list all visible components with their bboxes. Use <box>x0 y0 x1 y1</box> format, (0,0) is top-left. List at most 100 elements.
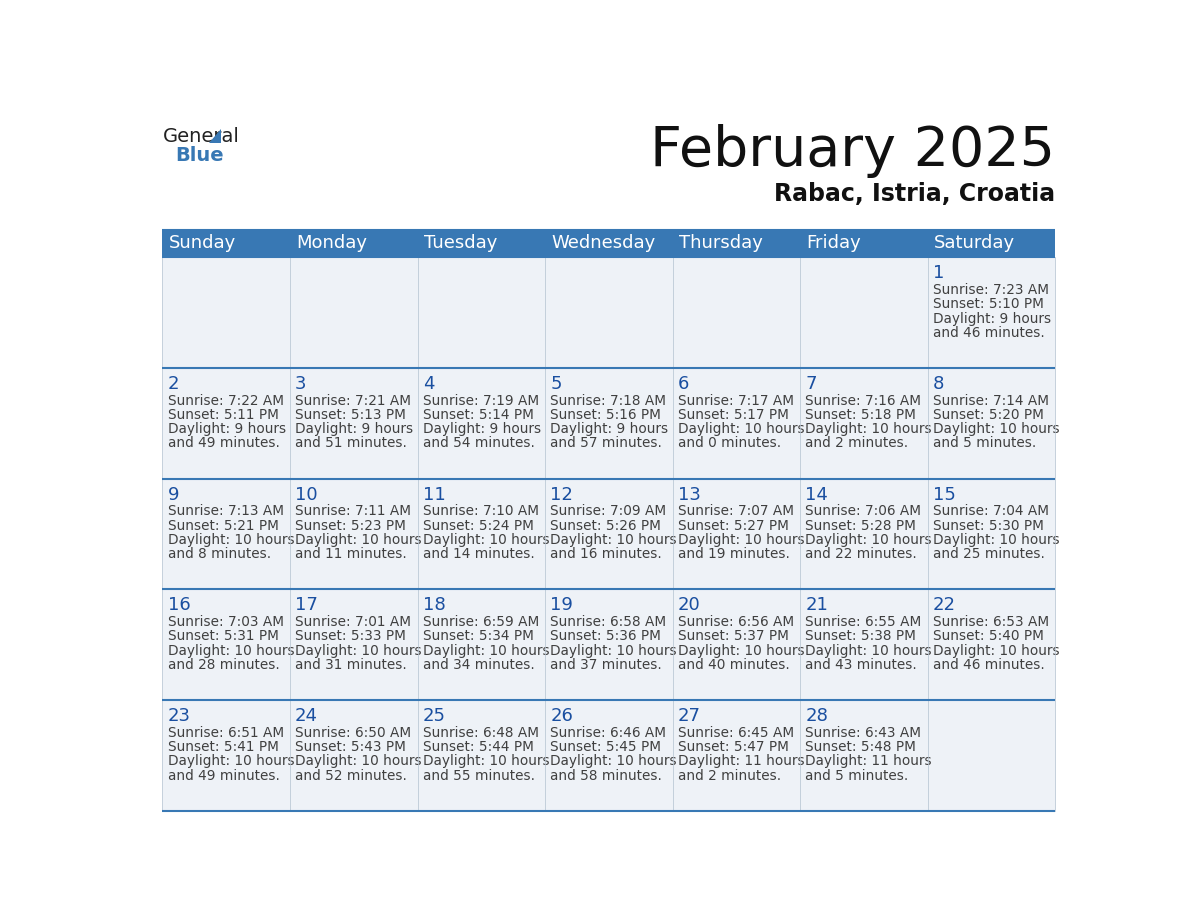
Text: Sunrise: 6:48 AM: Sunrise: 6:48 AM <box>423 726 538 740</box>
Text: Daylight: 10 hours: Daylight: 10 hours <box>168 533 295 547</box>
Text: 22: 22 <box>933 597 956 614</box>
Bar <box>417 589 545 700</box>
Text: Sunset: 5:27 PM: Sunset: 5:27 PM <box>677 519 789 532</box>
Text: 9: 9 <box>168 486 179 504</box>
Text: 19: 19 <box>550 597 573 614</box>
Text: Sunset: 5:10 PM: Sunset: 5:10 PM <box>933 297 1044 311</box>
Text: 20: 20 <box>677 597 701 614</box>
Bar <box>290 230 417 257</box>
Text: Daylight: 10 hours: Daylight: 10 hours <box>168 755 295 768</box>
Text: 11: 11 <box>423 486 446 504</box>
Text: Daylight: 11 hours: Daylight: 11 hours <box>805 755 931 768</box>
Text: and 0 minutes.: and 0 minutes. <box>677 436 781 451</box>
Text: Daylight: 10 hours: Daylight: 10 hours <box>423 755 549 768</box>
Text: Daylight: 10 hours: Daylight: 10 hours <box>933 644 1060 657</box>
Text: Sunset: 5:40 PM: Sunset: 5:40 PM <box>933 630 1044 644</box>
Text: 18: 18 <box>423 597 446 614</box>
Text: and 46 minutes.: and 46 minutes. <box>933 658 1044 672</box>
Bar <box>801 700 928 811</box>
Text: Daylight: 10 hours: Daylight: 10 hours <box>550 755 677 768</box>
Text: 23: 23 <box>168 707 190 725</box>
Text: Sunday: Sunday <box>169 234 236 252</box>
Bar <box>290 257 417 368</box>
Text: Blue: Blue <box>176 146 225 165</box>
Text: 28: 28 <box>805 707 828 725</box>
Text: 16: 16 <box>168 597 190 614</box>
Bar <box>928 257 1055 368</box>
Text: Daylight: 10 hours: Daylight: 10 hours <box>677 644 804 657</box>
Bar <box>545 368 672 478</box>
Text: Sunset: 5:38 PM: Sunset: 5:38 PM <box>805 630 916 644</box>
Text: Sunrise: 6:56 AM: Sunrise: 6:56 AM <box>677 615 794 629</box>
Bar <box>672 478 801 589</box>
Text: Sunset: 5:47 PM: Sunset: 5:47 PM <box>677 740 789 755</box>
Text: Wednesday: Wednesday <box>551 234 656 252</box>
Bar <box>290 589 417 700</box>
Text: and 43 minutes.: and 43 minutes. <box>805 658 917 672</box>
Text: Sunset: 5:26 PM: Sunset: 5:26 PM <box>550 519 661 532</box>
Text: 8: 8 <box>933 375 944 393</box>
Bar <box>163 230 290 257</box>
Text: Sunrise: 6:43 AM: Sunrise: 6:43 AM <box>805 726 921 740</box>
Text: Sunrise: 6:53 AM: Sunrise: 6:53 AM <box>933 615 1049 629</box>
Text: Daylight: 10 hours: Daylight: 10 hours <box>677 533 804 547</box>
Text: and 51 minutes.: and 51 minutes. <box>295 436 407 451</box>
Text: and 19 minutes.: and 19 minutes. <box>677 547 790 561</box>
Text: Daylight: 10 hours: Daylight: 10 hours <box>933 422 1060 436</box>
Text: Sunrise: 7:09 AM: Sunrise: 7:09 AM <box>550 505 666 519</box>
Text: Daylight: 10 hours: Daylight: 10 hours <box>550 533 677 547</box>
Text: Sunset: 5:13 PM: Sunset: 5:13 PM <box>295 408 406 422</box>
Bar <box>672 230 801 257</box>
Text: 5: 5 <box>550 375 562 393</box>
Bar <box>290 368 417 478</box>
Text: Daylight: 10 hours: Daylight: 10 hours <box>933 533 1060 547</box>
Text: Daylight: 10 hours: Daylight: 10 hours <box>295 533 422 547</box>
Text: Sunset: 5:45 PM: Sunset: 5:45 PM <box>550 740 662 755</box>
Text: General: General <box>163 127 239 146</box>
Text: Sunrise: 7:17 AM: Sunrise: 7:17 AM <box>677 394 794 408</box>
Text: Sunrise: 6:58 AM: Sunrise: 6:58 AM <box>550 615 666 629</box>
Text: 24: 24 <box>295 707 318 725</box>
Bar <box>672 700 801 811</box>
Text: 14: 14 <box>805 486 828 504</box>
Text: Daylight: 10 hours: Daylight: 10 hours <box>550 644 677 657</box>
Text: Sunset: 5:14 PM: Sunset: 5:14 PM <box>423 408 533 422</box>
Text: Sunset: 5:37 PM: Sunset: 5:37 PM <box>677 630 789 644</box>
Text: and 2 minutes.: and 2 minutes. <box>805 436 909 451</box>
Text: Daylight: 11 hours: Daylight: 11 hours <box>677 755 804 768</box>
Text: Sunrise: 7:14 AM: Sunrise: 7:14 AM <box>933 394 1049 408</box>
Text: Sunrise: 7:01 AM: Sunrise: 7:01 AM <box>295 615 411 629</box>
Polygon shape <box>209 129 221 142</box>
Bar <box>545 230 672 257</box>
Text: 12: 12 <box>550 486 573 504</box>
Text: 13: 13 <box>677 486 701 504</box>
Text: Sunrise: 7:23 AM: Sunrise: 7:23 AM <box>933 283 1049 297</box>
Text: and 46 minutes.: and 46 minutes. <box>933 326 1044 340</box>
Text: and 31 minutes.: and 31 minutes. <box>295 658 406 672</box>
Text: and 22 minutes.: and 22 minutes. <box>805 547 917 561</box>
Text: Sunset: 5:18 PM: Sunset: 5:18 PM <box>805 408 916 422</box>
Text: Daylight: 10 hours: Daylight: 10 hours <box>295 644 422 657</box>
Bar <box>928 368 1055 478</box>
Text: and 55 minutes.: and 55 minutes. <box>423 768 535 783</box>
Bar <box>928 700 1055 811</box>
Text: Sunset: 5:31 PM: Sunset: 5:31 PM <box>168 630 278 644</box>
Text: Sunrise: 6:59 AM: Sunrise: 6:59 AM <box>423 615 539 629</box>
Text: Sunset: 5:24 PM: Sunset: 5:24 PM <box>423 519 533 532</box>
Bar <box>928 589 1055 700</box>
Text: Daylight: 10 hours: Daylight: 10 hours <box>805 644 931 657</box>
Text: and 49 minutes.: and 49 minutes. <box>168 768 279 783</box>
Text: and 49 minutes.: and 49 minutes. <box>168 436 279 451</box>
Text: Tuesday: Tuesday <box>424 234 498 252</box>
Text: Sunrise: 7:07 AM: Sunrise: 7:07 AM <box>677 505 794 519</box>
Text: 7: 7 <box>805 375 817 393</box>
Text: 26: 26 <box>550 707 573 725</box>
Bar <box>417 368 545 478</box>
Text: and 11 minutes.: and 11 minutes. <box>295 547 406 561</box>
Bar <box>545 257 672 368</box>
Text: and 14 minutes.: and 14 minutes. <box>423 547 535 561</box>
Text: and 25 minutes.: and 25 minutes. <box>933 547 1044 561</box>
Text: and 2 minutes.: and 2 minutes. <box>677 768 781 783</box>
Bar <box>163 257 290 368</box>
Text: and 5 minutes.: and 5 minutes. <box>933 436 1036 451</box>
